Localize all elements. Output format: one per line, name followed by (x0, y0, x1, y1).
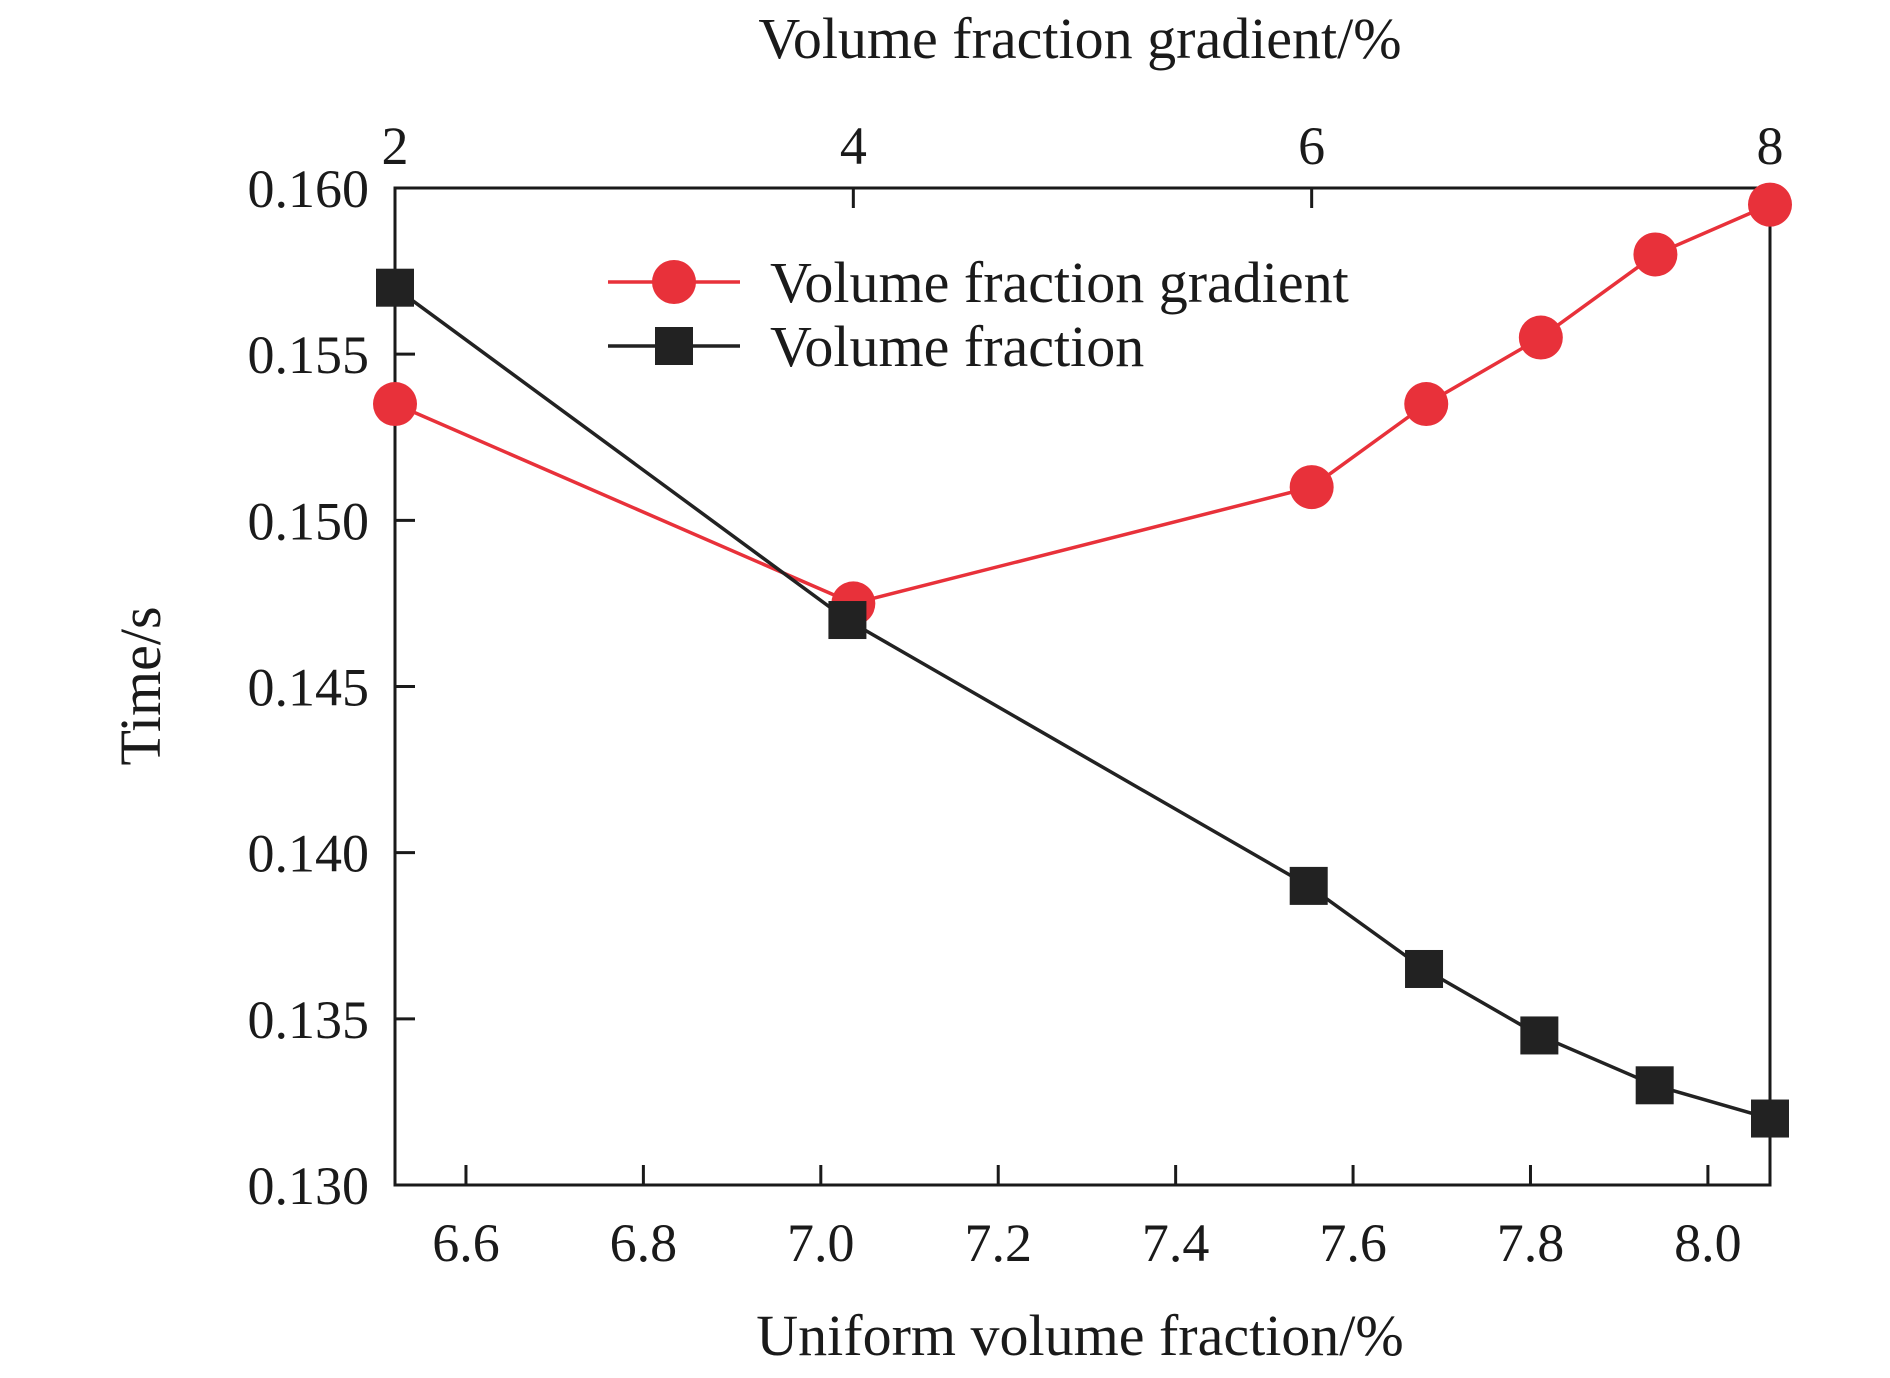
y-tick-label: 0.160 (248, 159, 370, 219)
legend-label: Volume fraction gradient (770, 250, 1349, 315)
x-tick-label: 8.0 (1674, 1213, 1742, 1273)
x2-axis-title: Volume fraction gradient/% (758, 6, 1401, 71)
x2-tick-label: 2 (382, 116, 409, 176)
data-point-square (1405, 949, 1444, 988)
x-tick-label: 7.4 (1142, 1213, 1210, 1273)
data-point-square (1289, 866, 1328, 905)
plot-series (373, 182, 1792, 1138)
data-point-circle (1518, 315, 1563, 360)
data-point-circle (1404, 382, 1449, 427)
x2-tick-label: 4 (840, 116, 867, 176)
y-tick-label: 0.155 (248, 325, 370, 385)
data-point-square (1751, 1099, 1789, 1138)
x2-tick-label: 6 (1298, 116, 1325, 176)
data-point-circle (1289, 465, 1334, 510)
data-point-square (376, 268, 414, 307)
data-point-circle (1748, 182, 1792, 227)
data-point-circle (373, 382, 417, 427)
x-tick-label: 7.6 (1319, 1213, 1387, 1273)
x-tick-label: 6.6 (432, 1213, 500, 1273)
data-point-circle (1633, 232, 1678, 277)
x-tick-label: 7.2 (964, 1213, 1032, 1273)
y-axis-title: Time/s (108, 606, 173, 765)
x-tick-label: 7.8 (1497, 1213, 1565, 1273)
legend-marker-square (655, 327, 693, 365)
x2-tick-label: 8 (1757, 116, 1784, 176)
y-tick-label: 0.145 (248, 658, 370, 718)
legend-marker-circle (652, 260, 696, 304)
data-point-square (1520, 1016, 1559, 1055)
x-tick-label: 7.0 (787, 1213, 855, 1273)
data-point-square (828, 601, 867, 640)
y-tick-label: 0.140 (248, 824, 370, 884)
y-tick-label: 0.135 (248, 990, 370, 1050)
legend-label: Volume fraction (770, 314, 1144, 379)
x-tick-label: 6.8 (610, 1213, 678, 1273)
data-point-square (1635, 1066, 1674, 1105)
series-line-1 (393, 286, 1771, 1121)
x-axis-title: Uniform volume fraction/% (756, 1303, 1404, 1368)
axes: 6.6 6.8 7.0 7.2 7.4 7.6 7.8 8.0 2 4 6 8 0.130 0.135 0.… (248, 116, 1784, 1273)
y-tick-label: 0.130 (248, 1156, 370, 1216)
y-tick-label: 0.150 (248, 491, 370, 551)
